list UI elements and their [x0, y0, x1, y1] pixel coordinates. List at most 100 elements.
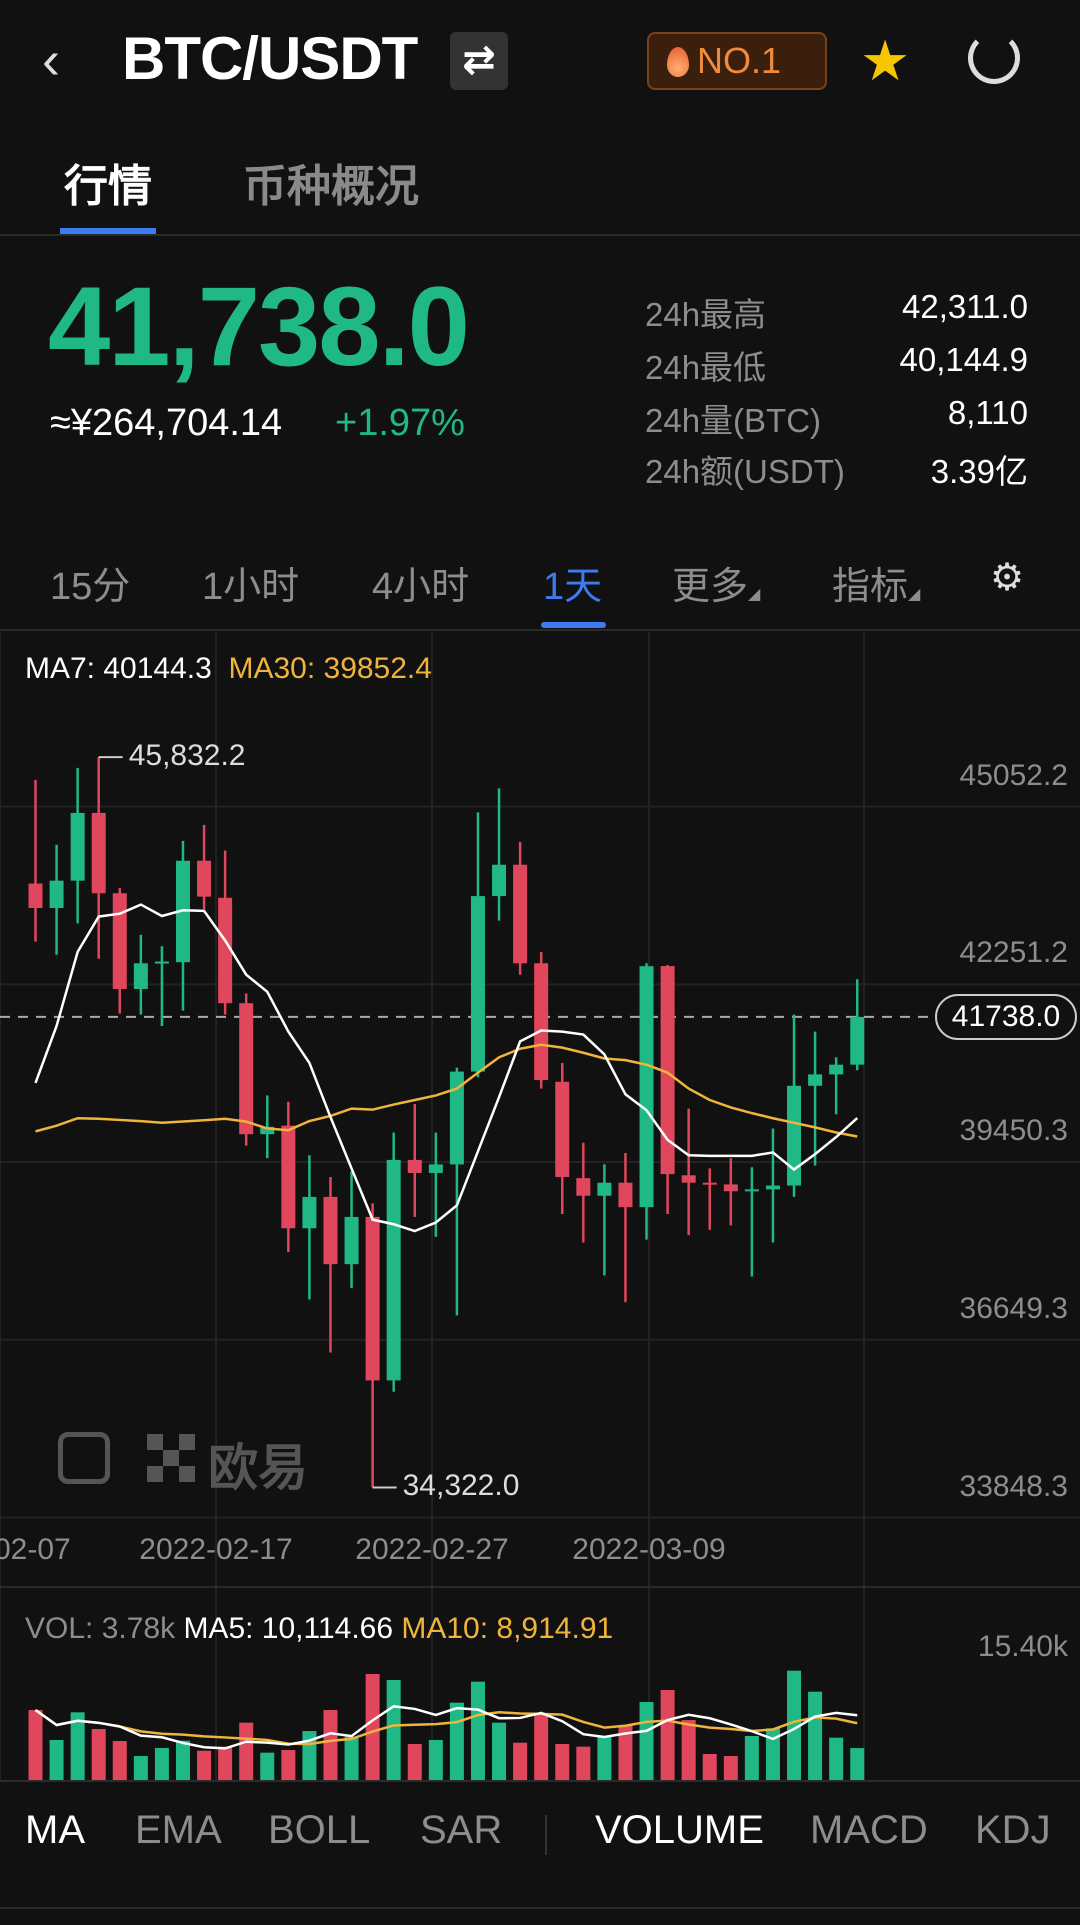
price-axis-label: 39450.3: [959, 1114, 1068, 1148]
volume-bar: [175, 1740, 190, 1780]
candle-body: [723, 1184, 738, 1192]
indicator-ema[interactable]: EMA: [135, 1808, 222, 1852]
last-price: 41,738.0: [48, 264, 470, 389]
price-axis-label: 36649.3: [959, 1291, 1068, 1325]
volume-bar: [260, 1752, 275, 1780]
candle-body: [302, 1196, 317, 1229]
candle-body: [260, 1126, 275, 1135]
volume-bar: [386, 1679, 401, 1780]
candle-body: [91, 812, 106, 894]
stat-label: 24h最低: [645, 349, 767, 386]
volume-bar: [239, 1722, 254, 1780]
indicator-volume[interactable]: VOLUME: [595, 1808, 764, 1852]
indicator-sar[interactable]: SAR: [420, 1808, 503, 1852]
timeframe-15m[interactable]: 15分: [50, 566, 131, 608]
candle-body: [744, 1189, 759, 1192]
stat-label: 24h量(BTC): [645, 402, 822, 439]
stat-value: 42,311.0: [901, 288, 1028, 325]
timeframe-1d[interactable]: 1天: [543, 566, 603, 608]
indicator-menu[interactable]: 指标◢: [832, 555, 920, 610]
volume-bar: [281, 1750, 296, 1780]
candle-body: [154, 961, 169, 964]
volume-bar: [91, 1729, 106, 1780]
timeframe-1h[interactable]: 1小时: [202, 566, 300, 608]
candle-body: [681, 1175, 696, 1183]
price-axis-label: 33848.3: [959, 1469, 1068, 1503]
ma7-legend: MA7: 40144.3: [25, 652, 212, 685]
candle-body: [639, 966, 654, 1208]
active-timeframe-indicator: [541, 622, 606, 628]
indicator-ma[interactable]: MA: [25, 1808, 85, 1852]
rank-badge[interactable]: NO.1: [647, 32, 827, 90]
candle-body: [808, 1074, 823, 1086]
star-icon[interactable]: ★: [860, 29, 911, 92]
volume-bar: [702, 1754, 717, 1780]
active-tab-indicator: [60, 228, 156, 234]
divider: [0, 1907, 1080, 1909]
divider: [0, 629, 1080, 631]
candle-body: [112, 893, 127, 989]
date-tick: 2022-02-27: [355, 1533, 509, 1566]
volume-bar: [765, 1728, 780, 1780]
indicator-kdj[interactable]: KDJ: [975, 1808, 1051, 1852]
price-axis-label: 42251.2: [959, 936, 1068, 970]
volume-bar: [534, 1715, 549, 1780]
fullscreen-icon[interactable]: [58, 1432, 110, 1484]
stat-value: 8,110: [947, 394, 1028, 431]
candle-body: [470, 896, 485, 1072]
candle-body: [197, 860, 212, 897]
candle-body: [49, 880, 64, 909]
candle-body: [492, 864, 507, 897]
volume-bar: [407, 1744, 422, 1780]
volume-bar: [681, 1720, 696, 1780]
okx-logo: [147, 1434, 195, 1482]
candle-body: [513, 864, 528, 964]
timeframe-4h[interactable]: 4小时: [372, 566, 470, 608]
chart-settings-icon[interactable]: ⚙: [990, 557, 1025, 599]
divider: [545, 1815, 547, 1855]
divider: [0, 1780, 1080, 1782]
candle-body: [534, 963, 549, 1081]
volume-bar: [365, 1673, 380, 1780]
ma30-line: [35, 1043, 858, 1138]
candle-body: [829, 1064, 844, 1075]
indicator-label: 指标: [832, 566, 909, 608]
volume-bar: [344, 1736, 359, 1780]
volume-bar: [197, 1750, 212, 1780]
candle-body: [365, 1216, 380, 1381]
swap-arrows-icon[interactable]: ⇄: [450, 32, 508, 90]
volume-bar: [787, 1670, 802, 1780]
max-price-label: 45,832.2: [128, 739, 246, 773]
volume-bar: [808, 1691, 823, 1780]
timeframe-more[interactable]: 更多◢: [672, 555, 760, 610]
candle-body: [597, 1182, 612, 1196]
candle-body: [323, 1196, 338, 1265]
volume-bar: [723, 1756, 738, 1780]
back-button[interactable]: ‹: [42, 30, 82, 90]
volume-bar: [618, 1724, 633, 1780]
ma-legend: MA7: 40144.3 MA30: 39852.4: [25, 652, 432, 686]
watermark-text: 欧易: [208, 1440, 308, 1496]
volume-bar: [576, 1746, 591, 1780]
volume-bar: [154, 1748, 169, 1780]
date-tick: 2022-03-09: [572, 1533, 726, 1566]
vol-ma10-legend: MA10: 8,914.91: [401, 1612, 614, 1645]
indicator-macd[interactable]: MACD: [810, 1808, 928, 1852]
candle-body: [218, 897, 233, 1004]
date-tick: 2022-02-17: [139, 1533, 293, 1566]
volume-bar: [428, 1739, 443, 1780]
candle-body: [576, 1178, 591, 1196]
volume-bar: [513, 1742, 528, 1780]
indicator-boll[interactable]: BOLL: [268, 1808, 371, 1852]
tab-market[interactable]: 行情: [64, 162, 152, 211]
candle-body: [133, 963, 148, 989]
candle-body: [449, 1071, 464, 1165]
candle-body: [787, 1085, 802, 1186]
cny-price: ≈¥264,704.14: [50, 402, 283, 444]
pair-title[interactable]: BTC/USDT: [122, 25, 418, 92]
tab-coin-overview[interactable]: 币种概况: [243, 162, 419, 211]
volume-bar: [639, 1702, 654, 1780]
volume-bar: [28, 1710, 43, 1780]
refresh-icon[interactable]: [968, 32, 1020, 84]
